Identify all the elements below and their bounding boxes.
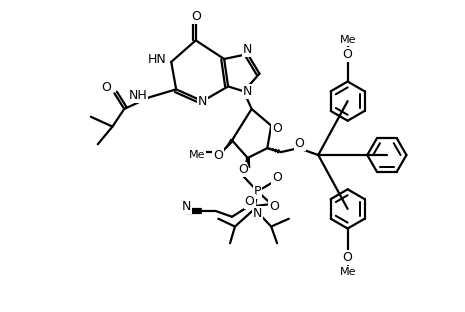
Polygon shape: [246, 158, 250, 168]
Text: O: O: [213, 149, 223, 162]
Text: O: O: [343, 47, 352, 61]
Text: O: O: [295, 137, 305, 150]
Text: O: O: [272, 171, 282, 184]
Text: Me: Me: [339, 267, 356, 277]
Text: Me: Me: [188, 150, 205, 160]
Text: O: O: [102, 81, 112, 94]
Text: NH: NH: [128, 89, 147, 102]
Text: N: N: [243, 43, 252, 56]
Text: P: P: [254, 185, 261, 198]
Text: O: O: [272, 122, 282, 135]
Text: O: O: [343, 251, 352, 264]
Polygon shape: [226, 139, 233, 148]
Text: O: O: [269, 201, 279, 213]
Text: N: N: [198, 95, 207, 108]
Text: HN: HN: [147, 53, 166, 66]
Text: N: N: [181, 201, 191, 213]
Text: N: N: [253, 207, 262, 220]
Text: O: O: [245, 195, 255, 207]
Text: O: O: [238, 163, 248, 176]
Text: N: N: [243, 85, 252, 98]
Text: Me: Me: [339, 35, 356, 45]
Text: O: O: [191, 10, 201, 23]
